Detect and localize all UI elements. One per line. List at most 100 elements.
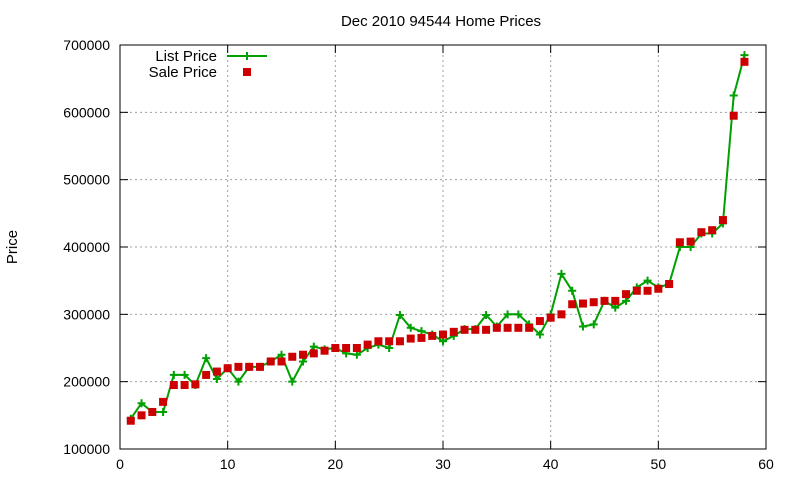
point-sale-price [385, 337, 394, 346]
point-sale-price [460, 325, 469, 334]
y-axis-label: Price [4, 230, 21, 264]
point-sale-price [611, 296, 620, 305]
point-list-price [406, 323, 415, 332]
point-sale-price [718, 216, 727, 225]
axis-ticks: 100000 200000 300000 400000 500000 600000 7000… [63, 37, 774, 472]
point-sale-price [503, 323, 512, 332]
point-sale-price [255, 362, 264, 371]
y-tick-label: 400000 [63, 239, 110, 255]
point-list-price [514, 310, 523, 319]
point-sale-price [546, 313, 555, 322]
point-sale-price [352, 344, 361, 352]
point-sale-price [159, 397, 168, 406]
point-sale-price [288, 352, 297, 361]
point-sale-price [137, 411, 146, 420]
point-list-price [395, 311, 404, 320]
point-sale-price [654, 284, 663, 293]
legend-marker-list-price [243, 52, 251, 60]
x-tick-label: 10 [220, 456, 236, 472]
point-list-price [299, 357, 308, 366]
point-sale-price [686, 237, 695, 246]
point-sale-price [535, 317, 544, 326]
point-sale-price [309, 349, 318, 358]
x-tick-label: 40 [543, 456, 559, 472]
point-list-price [729, 91, 738, 100]
point-list-price [611, 303, 620, 312]
point-sale-price [729, 111, 738, 120]
point-sale-price [622, 290, 631, 299]
point-sale-price [169, 381, 178, 390]
y-tick-label: 100000 [63, 441, 110, 457]
point-sale-price [482, 325, 491, 334]
point-sale-price [665, 280, 674, 289]
grid-lines [120, 45, 766, 449]
point-list-price [568, 286, 577, 295]
point-list-price [439, 337, 447, 346]
point-sale-price [697, 228, 706, 237]
point-sale-price [191, 380, 200, 389]
point-sale-price [223, 364, 232, 373]
point-list-price [622, 296, 631, 305]
point-list-price [740, 51, 749, 60]
point-list-price [202, 354, 211, 363]
point-list-price [643, 276, 652, 285]
point-sale-price [202, 370, 211, 379]
point-sale-price [600, 296, 609, 305]
point-list-price [557, 269, 566, 278]
x-tick-label: 0 [116, 456, 124, 472]
point-sale-price [363, 340, 372, 349]
series-line-list-price [129, 54, 746, 420]
x-tick-label: 50 [651, 456, 667, 472]
point-list-price [277, 350, 286, 359]
point-sale-price [578, 299, 587, 308]
point-sale-price [395, 337, 404, 346]
point-sale-price [449, 327, 458, 336]
point-sale-price [589, 298, 598, 307]
x-tick-label: 30 [435, 456, 451, 472]
point-list-price [212, 374, 221, 383]
point-sale-price [266, 357, 275, 366]
y-tick-label: 200000 [63, 374, 110, 390]
point-sale-price [299, 350, 308, 359]
x-tick-label: 60 [758, 456, 774, 472]
point-sale-price [417, 333, 426, 342]
point-sale-price [675, 238, 684, 247]
point-sale-price [342, 344, 351, 352]
point-sale-price [234, 362, 243, 371]
point-sale-price [439, 330, 447, 339]
point-list-price [482, 311, 491, 320]
point-sale-price [643, 286, 652, 295]
legend-label-sale-price: Sale Price [149, 64, 217, 81]
y-tick-label: 300000 [63, 306, 110, 322]
point-list-price [589, 320, 598, 329]
point-sale-price [212, 367, 221, 376]
point-list-price [159, 407, 168, 416]
point-sale-price [245, 362, 254, 371]
legend-label-list-price: List Price [155, 48, 217, 65]
series-layer [126, 51, 749, 425]
y-tick-label: 700000 [63, 37, 110, 53]
legend: List Price Sale Price [149, 48, 267, 81]
point-sale-price [632, 286, 641, 295]
point-sale-price [471, 325, 480, 334]
point-sale-price [568, 300, 577, 309]
point-list-price [180, 370, 189, 379]
point-list-price [417, 327, 426, 336]
point-sale-price [126, 416, 135, 425]
point-sale-price [525, 323, 534, 332]
point-sale-price [320, 346, 329, 355]
point-list-price [169, 370, 178, 379]
point-list-price [535, 330, 544, 339]
y-tick-label: 600000 [63, 104, 110, 120]
point-sale-price [180, 381, 189, 390]
point-sale-price [708, 226, 717, 235]
legend-swatch-sale-price [243, 68, 251, 76]
point-list-price [352, 350, 361, 359]
point-list-price [578, 322, 587, 331]
point-sale-price [492, 323, 501, 332]
point-sale-price [406, 334, 415, 343]
point-sale-price [557, 310, 566, 319]
point-sale-price [428, 331, 437, 340]
point-sale-price [331, 344, 340, 352]
